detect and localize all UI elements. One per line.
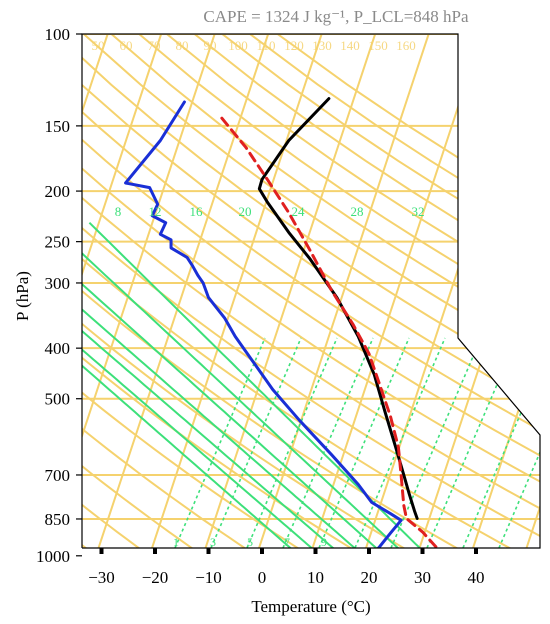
- y-axis-label: P (hPa): [13, 271, 32, 321]
- dry-adiabat-label: 160: [396, 38, 416, 53]
- dry-adiabat-line: [82, 34, 540, 548]
- y-tick-label: 850: [45, 510, 71, 529]
- mixing-ratio-label: 1: [173, 535, 179, 549]
- isotherm-line: [358, 34, 537, 548]
- dry-adiabat-line: [82, 34, 491, 548]
- moist-adiabat-label: 24: [292, 204, 306, 219]
- moist-adiabat-line: [82, 221, 377, 548]
- moist-adiabat-label: 12: [149, 204, 162, 219]
- dry-adiabat-line: [138, 34, 540, 548]
- moist-adiabat-label: 20: [239, 204, 252, 219]
- mixing-ratio-line: [174, 337, 266, 548]
- x-tick-label: 30: [414, 568, 431, 587]
- moist-adiabat-line: [82, 221, 335, 548]
- series-line-2: [220, 116, 446, 548]
- moist-adiabat-label: 32: [412, 204, 425, 219]
- y-tick-label: 100: [45, 25, 71, 44]
- series-line-0: [124, 100, 403, 548]
- x-tick-label: 40: [468, 568, 485, 587]
- dry-adiabat-label: 120: [284, 38, 304, 53]
- mixing-ratio-line: [282, 337, 374, 548]
- y-tick-label: 500: [45, 390, 71, 409]
- moist-adiabat-line: [82, 221, 398, 548]
- moist-adiabat-label: 28: [351, 204, 364, 219]
- isotherm-line: [144, 34, 323, 548]
- mixing-ratio-line: [498, 337, 540, 548]
- dry-adiabat-label: 100: [228, 38, 248, 53]
- mixing-ratio-line: [210, 337, 302, 548]
- y-tick-label: 1000: [36, 547, 70, 566]
- y-tick-label: 250: [45, 233, 71, 252]
- dry-adiabat-label: 90: [204, 38, 217, 53]
- x-axis: −30 −20 −10 0 10 20 30 40: [88, 548, 485, 587]
- dry-adiabat-label: 150: [368, 38, 388, 53]
- x-tick-label: −30: [88, 568, 115, 587]
- y-tick-label: 700: [45, 466, 71, 485]
- x-tick-label: 0: [258, 568, 267, 587]
- isotherm-line: [0, 34, 1, 567]
- dry-adiabat-label: 60: [120, 38, 133, 53]
- dry-adiabat-line: [82, 34, 166, 548]
- isotherm-line: [305, 34, 484, 548]
- dry-adiabat-line: [82, 34, 274, 548]
- isotherm-line: [251, 34, 430, 548]
- dry-adiabat-label: 70: [148, 38, 161, 53]
- dry-adiabat-line: [82, 34, 540, 548]
- isotherm-line: [82, 34, 163, 548]
- dry-adiabat-line: [82, 34, 540, 548]
- dry-adiabat-line: [276, 34, 540, 548]
- dry-adiabat-label: 130: [312, 38, 332, 53]
- dry-adiabat-line: [82, 34, 437, 548]
- chart-title: CAPE = 1324 J kg⁻¹, P_LCL=848 hPa: [203, 7, 469, 26]
- dry-adiabat-line: [82, 34, 540, 548]
- y-tick-label: 400: [45, 339, 71, 358]
- mixing-ratio-label: 7: [284, 535, 290, 549]
- mixing-ratio-line: [462, 337, 540, 548]
- y-tick-label: 200: [45, 182, 71, 201]
- dry-adiabat-label: 80: [176, 38, 189, 53]
- dry-adiabat-line: [83, 34, 540, 548]
- x-tick-label: 10: [307, 568, 324, 587]
- moist-adiabat-line: [82, 221, 313, 548]
- isotherm-line: [412, 34, 540, 548]
- mixing-ratio-line: [318, 337, 410, 548]
- mixing-ratio-label: 3: [210, 535, 216, 549]
- isotherm-line: [91, 34, 270, 548]
- x-tick-label: 20: [361, 568, 378, 587]
- moist-adiabat-line: [82, 221, 419, 548]
- dry-adiabat-label: 140: [340, 38, 360, 53]
- y-tick-label: 150: [45, 117, 71, 136]
- dry-adiabat-line: [82, 34, 540, 548]
- dry-adiabat-line: [82, 34, 540, 548]
- mixing-ratio-line: [354, 337, 446, 548]
- dry-adiabat-line: [110, 34, 540, 548]
- moist-adiabat-label: 16: [190, 204, 204, 219]
- isotherm-line: [465, 34, 540, 548]
- dry-adiabat-label: 110: [256, 38, 275, 53]
- series-line-1: [257, 97, 419, 520]
- curves-layer: [124, 97, 446, 548]
- x-tick-label: −10: [195, 568, 222, 587]
- x-axis-label: Temperature (°C): [251, 597, 370, 616]
- dry-adiabat-line: [82, 34, 540, 548]
- dry-adiabat-label: 50: [92, 38, 105, 53]
- mixing-ratio-label: 9: [321, 535, 327, 549]
- mixing-ratio-label: 5: [247, 535, 253, 549]
- y-axis: 100 150 200 250 300 400 500 700 850 1000: [36, 25, 82, 566]
- isotherm-line: [82, 34, 216, 548]
- y-tick-label: 300: [45, 274, 71, 293]
- moist-adiabat-label: 8: [115, 204, 122, 219]
- x-tick-label: −20: [142, 568, 169, 587]
- mixing-ratio-line: [426, 337, 518, 548]
- mixing-ratio-line: [246, 337, 338, 548]
- dry-adiabat-line: [82, 34, 220, 548]
- moist-adiabat-line: [88, 221, 440, 548]
- dry-adiabat-line: [82, 34, 540, 548]
- moist-adiabat-line: [82, 221, 356, 548]
